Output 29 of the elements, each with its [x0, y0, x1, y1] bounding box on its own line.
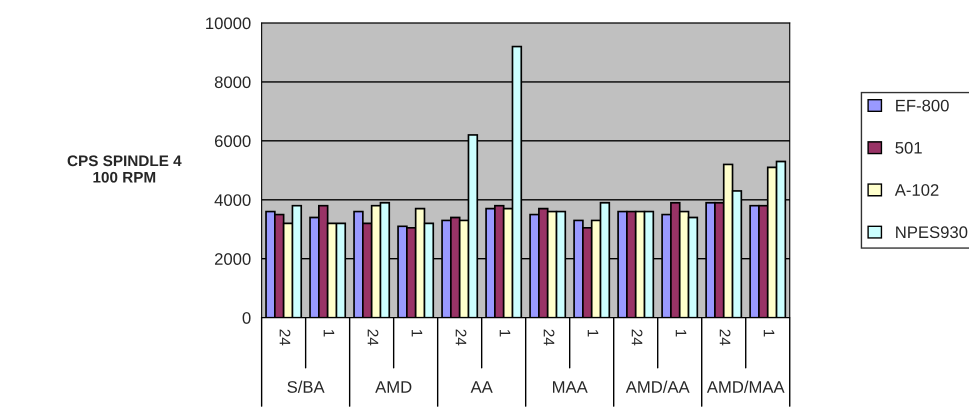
y-tick-label: 10000 — [206, 17, 251, 30]
x-tick-label: 1 — [764, 330, 774, 337]
y-tick-label: 8000 — [214, 76, 251, 88]
text: S/BA — [287, 380, 325, 393]
text: AMD — [375, 381, 412, 393]
y-tick-label: 0 — [242, 312, 251, 324]
x-tick-label: 24 — [632, 330, 642, 346]
legend-label: EF-800 — [896, 100, 949, 112]
x-tick-label: 24 — [544, 330, 554, 346]
y-tick-label: 2000 — [214, 253, 251, 265]
x-tick-label: 1 — [588, 330, 598, 337]
x-tick-label: 24 — [280, 330, 290, 346]
legend-label: NPES930 — [896, 226, 968, 238]
x-tick-label: 1 — [324, 330, 334, 337]
x-tick-label: 24 — [720, 330, 730, 346]
legend-label: A-102 — [894, 184, 938, 196]
text: AMD/MAA — [706, 380, 785, 393]
y-tick-label: 6000 — [214, 135, 251, 148]
x-tick-label: 1 — [676, 330, 686, 337]
y-tick-label: 4000 — [214, 194, 251, 206]
legend-label: 501 — [895, 142, 922, 154]
y-axis-title: CPS SPINDLE 4 100 RPM — [68, 155, 182, 183]
x-tick-label: 24 — [368, 330, 378, 346]
text: MAA — [553, 381, 588, 393]
text: AA — [470, 381, 493, 393]
x-tick-label: 1 — [412, 330, 422, 337]
text: AMD/AA — [626, 380, 690, 393]
x-tick-label: 1 — [500, 330, 510, 337]
x-tick-label: 24 — [456, 330, 466, 346]
